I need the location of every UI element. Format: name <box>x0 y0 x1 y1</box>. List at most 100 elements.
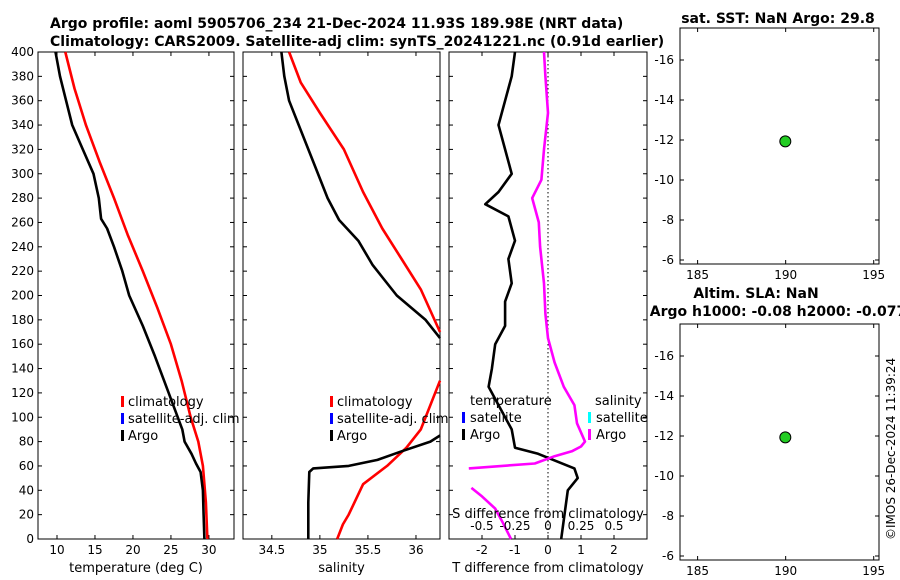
sla-map-panel: -6 -8 -10 -12 -14 -16 185 190 195 Altim. SLA: NaN… <box>650 286 900 578</box>
temperature-ytick-label-20: 400 <box>11 45 34 59</box>
difference-legend-temperature-item-1-text: Argo <box>470 428 500 443</box>
sst-map-panel: -6 -8 -10 -12 -14 -16 185 190 195 sat. SST: NaN A… <box>654 11 885 282</box>
sla-ytick-label-5: -16 <box>654 349 674 363</box>
temperature-ytick-label-9: 180 <box>11 313 34 327</box>
sla-xtick-label-0: 185 <box>686 564 709 578</box>
difference-legend-temperature-item-0-text: satellite <box>470 411 522 426</box>
sla-ytick-label-4: -14 <box>654 389 674 403</box>
salinity-legend-item-2-text: Argo <box>337 429 367 444</box>
difference-legend-salinity-item-0-text: satellite <box>596 411 648 426</box>
sst-xtick-label-1: 190 <box>774 268 797 282</box>
difference-xtick-label-4: 2 <box>610 543 618 557</box>
temperature-ytick-label-5: 100 <box>11 410 34 424</box>
difference-xtick-label-1: -1 <box>509 543 521 557</box>
sst-axes-frame <box>679 27 880 265</box>
temperature-series-1-line <box>54 51 206 540</box>
salinity-legend-item-1-text: satellite-adj. clim <box>337 412 449 427</box>
sst-ytick-label-3: -12 <box>654 133 674 147</box>
difference-top-xlabel: S difference from climatology <box>452 507 644 522</box>
temperature-ytick-label-11: 220 <box>11 264 34 278</box>
temperature-legend-item-2-swatch <box>121 430 124 441</box>
title-line1: Argo profile: aoml 5905706_234 21-Dec-20… <box>50 16 623 32</box>
sst-point-0 <box>779 135 792 148</box>
temperature-ytick-label-0: 0 <box>26 532 34 546</box>
salinity-xtick-label-2: 35.5 <box>355 543 382 557</box>
difference-top-xtick-label-0: -0.5 <box>470 519 493 533</box>
sla-title-line1: Altim. SLA: NaN <box>693 286 818 302</box>
difference-xtick-label-2: 0 <box>544 543 552 557</box>
sst-ytick-label-5: -16 <box>654 53 674 67</box>
sst-ytick-label-4: -14 <box>654 93 674 107</box>
sst-title: sat. SST: NaN Argo: 29.8 <box>681 11 875 27</box>
temperature-ytick-label-19: 380 <box>11 69 34 83</box>
difference-legend-salinity-title: salinity <box>595 394 642 409</box>
salinity-legend-item-1-swatch <box>330 413 333 424</box>
temperature-ytick-label-2: 40 <box>19 483 34 497</box>
temperature-ytick-label-13: 260 <box>11 215 34 229</box>
sst-xtick-label-2: 195 <box>862 268 885 282</box>
difference-legend-salinity-item-1-text: Argo <box>596 428 626 443</box>
salinity-legend-item-2-swatch <box>330 430 333 441</box>
temperature-ytick-label-8: 160 <box>11 337 34 351</box>
difference-legend-temperature-item-0-swatch <box>462 412 465 423</box>
difference-top-xtick-label-2: 0 <box>544 519 552 533</box>
sla-axes-frame <box>679 323 880 561</box>
salinity-legend-item-0-text: climatology <box>337 395 413 410</box>
salinity-series-0-line <box>287 51 442 540</box>
difference-panel: -2 -1 0 1 2 -0.5 -0.25 0 0.25 0.5S difference fro… <box>448 51 648 576</box>
difference-legend-temperature-item-1-swatch <box>462 429 465 440</box>
temperature-xtick-label-4: 30 <box>201 543 216 557</box>
salinity-xtick-label-0: 34.5 <box>258 543 285 557</box>
temperature-ytick-label-16: 320 <box>11 142 34 156</box>
temperature-ytick-label-15: 300 <box>11 167 34 181</box>
temperature-ytick-label-18: 360 <box>11 94 34 108</box>
temperature-legend-item-2-text: Argo <box>128 429 158 444</box>
title-line2: Climatology: CARS2009. Satellite-adj cli… <box>50 34 664 50</box>
difference-legend-salinity-item-1-swatch <box>588 429 591 440</box>
salinity-series-1-line <box>280 51 442 539</box>
difference-legend-salinity-item-0-swatch <box>588 412 591 423</box>
difference-series-1-line <box>468 51 587 540</box>
salinity-xtick-label-1: 35 <box>312 543 327 557</box>
sla-point-0 <box>779 431 792 444</box>
difference-xlabel: T difference from climatology <box>451 561 644 576</box>
temperature-xtick-label-0: 10 <box>49 543 64 557</box>
difference-top-xtick-label-3: 0.25 <box>568 519 595 533</box>
sst-xtick-label-0: 185 <box>686 268 709 282</box>
temperature-ytick-label-14: 280 <box>11 191 34 205</box>
temperature-legend-item-0-text: climatology <box>128 395 204 410</box>
temperature-series-0-line <box>64 51 209 540</box>
temperature-xtick-label-2: 20 <box>125 543 140 557</box>
difference-top-xtick-label-1: -0.25 <box>499 519 530 533</box>
salinity-xlabel: salinity <box>318 561 365 576</box>
salinity-legend-item-0-swatch <box>330 396 333 407</box>
sst-ytick-label-2: -10 <box>654 173 674 187</box>
temperature-ytick-label-7: 140 <box>11 362 34 376</box>
sst-ytick-label-0: -6 <box>662 253 674 267</box>
sst-ytick-label-1: -8 <box>662 213 674 227</box>
sla-xtick-label-2: 195 <box>862 564 885 578</box>
sla-title-line2: Argo h1000: -0.08 h2000: -0.077 <box>650 304 900 320</box>
temperature-panel: 0 20 40 60 80 100 120 140 160 180 200 220 240 260 280 3… <box>11 45 240 576</box>
temperature-xtick-label-3: 25 <box>163 543 178 557</box>
temperature-legend-item-1-swatch <box>121 413 124 424</box>
temperature-ytick-label-3: 60 <box>19 459 34 473</box>
temperature-ytick-label-4: 80 <box>19 435 34 449</box>
difference-series-0-line <box>484 51 579 540</box>
watermark: ©IMOS 26-Dec-2024 11:39:24 <box>884 358 898 540</box>
temperature-axes-frame <box>37 51 235 540</box>
temperature-ytick-label-12: 240 <box>11 240 34 254</box>
sla-ytick-label-0: -6 <box>662 549 674 563</box>
sla-xtick-label-1: 190 <box>774 564 797 578</box>
sla-ytick-label-1: -8 <box>662 509 674 523</box>
temperature-ytick-label-17: 340 <box>11 118 34 132</box>
difference-xtick-label-0: -2 <box>476 543 488 557</box>
temperature-legend-item-0-swatch <box>121 396 124 407</box>
difference-legend-temperature-title: temperature <box>470 394 552 409</box>
difference-xtick-label-3: 1 <box>577 543 585 557</box>
sla-ytick-label-3: -12 <box>654 429 674 443</box>
temperature-legend-item-1-text: satellite-adj. clim <box>128 412 240 427</box>
temperature-xlabel: temperature (deg C) <box>69 561 203 576</box>
temperature-ytick-label-6: 120 <box>11 386 34 400</box>
